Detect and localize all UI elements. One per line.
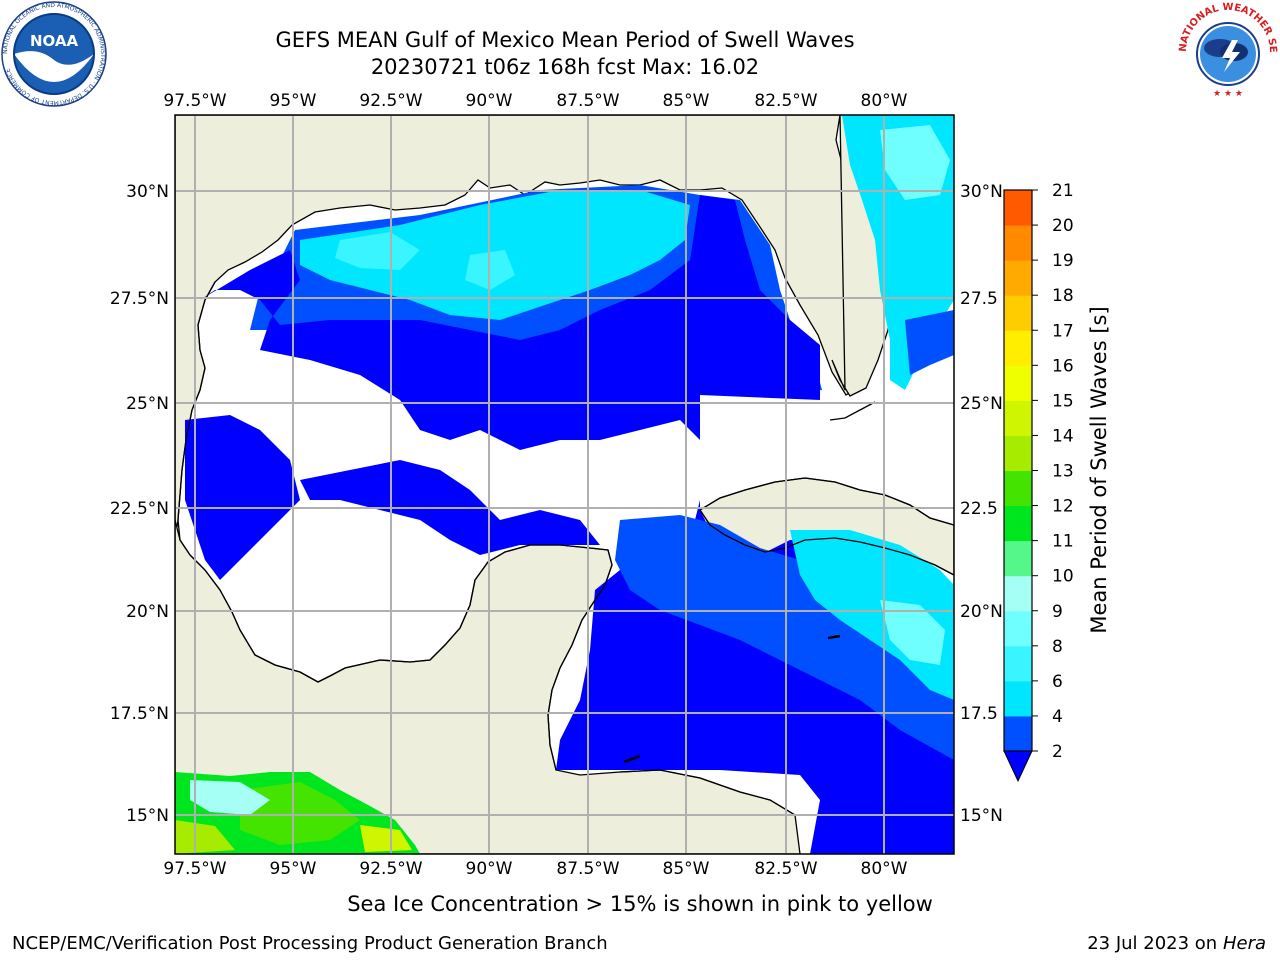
colorbar-segment — [1004, 470, 1032, 507]
lon-tick-bottom: 97.5°W — [163, 859, 226, 879]
colorbar-tick-label: 20 — [1052, 216, 1074, 236]
colorbar-tick-label: 4 — [1052, 707, 1063, 727]
colorbar-tick-label: 8 — [1052, 637, 1063, 657]
colorbar-segment — [1004, 610, 1032, 647]
colorbar-tick-label: 10 — [1052, 567, 1074, 587]
colorbar-segment — [1004, 295, 1032, 331]
lon-tick-top: 95°W — [270, 91, 317, 111]
colorbar-tick-label: 2 — [1052, 742, 1063, 762]
lon-tick-bottom: 90°W — [466, 859, 513, 879]
colorbar-tick-label: 18 — [1052, 286, 1074, 306]
colorbar-tick-label: 6 — [1052, 672, 1063, 692]
lon-tick-bottom: 85°W — [663, 859, 710, 879]
lat-tick-right: 22.5 — [960, 499, 998, 519]
colorbar-segment — [1004, 225, 1032, 261]
lat-tick-left: 20°N — [126, 602, 169, 622]
lat-tick-right: 27.5 — [960, 289, 998, 309]
colorbar-tick-label: 16 — [1052, 356, 1074, 376]
lon-tick-top: 87.5°W — [556, 91, 619, 111]
producer-credit: NCEP/EMC/Verification Post Processing Pr… — [12, 933, 608, 954]
lon-tick-top: 82.5°W — [754, 91, 817, 111]
colorbar-segment — [1004, 365, 1032, 401]
map-subtitle: 20230721 t06z 168h fcst Max: 16.02 — [370, 55, 760, 79]
lon-tick-top: 92.5°W — [359, 91, 422, 111]
colorbar-segment — [1004, 575, 1032, 612]
colorbar-tick-label: 9 — [1052, 602, 1063, 622]
colorbar-tick-label: 13 — [1052, 462, 1074, 482]
noaa-logo-text: NOAA — [30, 32, 79, 50]
machine-name: Hera — [1222, 933, 1266, 954]
colorbar-tick-label: 11 — [1052, 532, 1074, 552]
colorbar-segment — [1004, 715, 1032, 752]
lon-tick-top: 97.5°W — [163, 91, 226, 111]
colorbar-label: Mean Period of Swell Waves [s] — [1087, 306, 1111, 633]
lat-tick-right: 25°N — [960, 394, 1003, 414]
map-frame — [174, 114, 955, 855]
lat-tick-left: 15°N — [126, 806, 169, 826]
colorbar: 2 4 6 8 9 10 11 12 13 14 15 16 17 18 19 20 21 — [1003, 181, 1074, 783]
lon-tick-top: 85°W — [663, 91, 710, 111]
lon-tick-bottom: 82.5°W — [754, 859, 817, 879]
lon-tick-bottom: 95°W — [270, 859, 317, 879]
lon-tick-bottom: 92.5°W — [359, 859, 422, 879]
colorbar-segment — [1004, 260, 1032, 296]
colorbar-tick-label: 14 — [1052, 426, 1074, 446]
lon-tick-bottom: 87.5°W — [556, 859, 619, 879]
generation-date: 23 Jul 2023 on Hera — [1087, 933, 1266, 954]
lon-tick-top: 90°W — [466, 91, 513, 111]
lat-tick-left: 22.5°N — [110, 499, 169, 519]
colorbar-tick-label: 17 — [1052, 321, 1074, 341]
colorbar-segment — [1004, 505, 1032, 542]
colorbar-segment — [1004, 190, 1032, 226]
noaa-logo: NATIONAL OCEANIC AND ATMOSPHERIC ADMINIS… — [1, 1, 107, 107]
lat-tick-left: 17.5°N — [110, 704, 169, 724]
colorbar-segment — [1004, 645, 1032, 682]
lon-tick-top: 80°W — [861, 91, 908, 111]
colorbar-segment — [1004, 680, 1032, 717]
swell-field — [175, 115, 954, 854]
colorbar-segment — [1004, 435, 1032, 471]
colorbar-tick-label: 15 — [1052, 391, 1074, 411]
sea-ice-note: Sea Ice Concentration > 15% is shown in … — [347, 892, 933, 916]
lat-tick-right: 17.5 — [960, 704, 998, 724]
map-title: GEFS MEAN Gulf of Mexico Mean Period of … — [275, 28, 855, 52]
lat-tick-left: 30°N — [126, 182, 169, 202]
svg-text:★ ★ ★: ★ ★ ★ — [1213, 89, 1243, 99]
lon-tick-bottom: 80°W — [861, 859, 908, 879]
lat-tick-left: 25°N — [126, 394, 169, 414]
colorbar-segment — [1004, 540, 1032, 577]
colorbar-segment — [1004, 330, 1032, 366]
lat-tick-right: 20°N — [960, 602, 1003, 622]
colorbar-tick-label: 21 — [1052, 181, 1074, 201]
colorbar-segment — [1004, 400, 1032, 436]
colorbar-under-triangle — [1003, 750, 1033, 783]
colorbar-tick-label: 12 — [1052, 497, 1074, 517]
colorbar-tick-label: 19 — [1052, 251, 1074, 271]
lat-tick-right: 15°N — [960, 806, 1003, 826]
nws-logo: NATIONAL WEATHER SERVICE ★ ★ ★ — [1176, 0, 1278, 102]
lat-tick-left: 27.5°N — [110, 289, 169, 309]
lat-tick-right: 30°N — [960, 182, 1003, 202]
